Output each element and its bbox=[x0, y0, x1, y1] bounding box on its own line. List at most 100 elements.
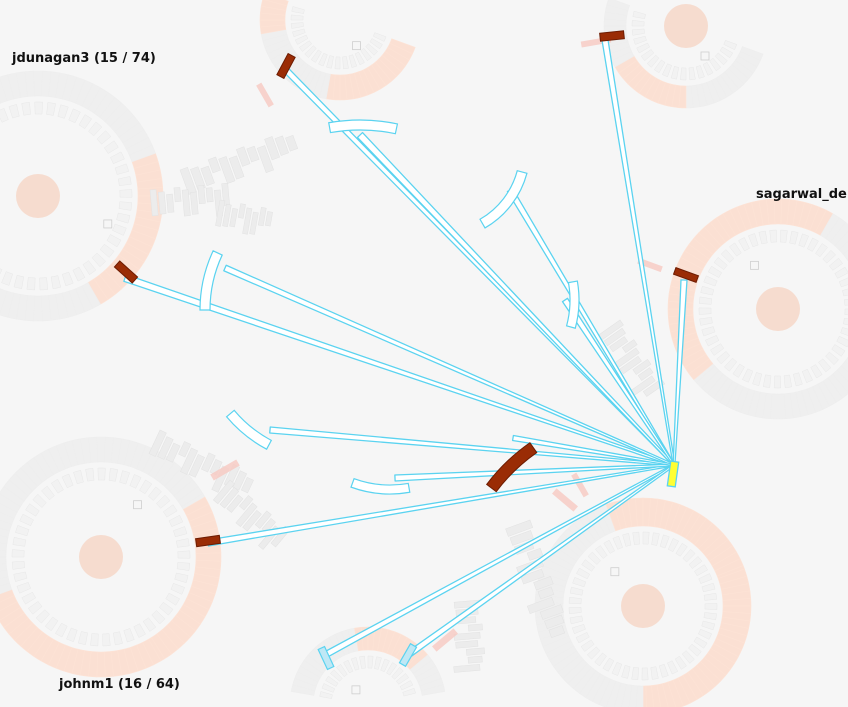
selected-segment-top-right[interactable] bbox=[599, 30, 625, 42]
inner-ring-segment bbox=[57, 104, 69, 119]
selected-segment-johnm1[interactable] bbox=[194, 534, 222, 548]
inner-ring-segment bbox=[732, 363, 745, 378]
node-core-circle bbox=[16, 174, 60, 218]
inner-ring-segment bbox=[73, 470, 84, 485]
inner-ring-segment bbox=[580, 639, 595, 652]
inner-ring-segment bbox=[35, 609, 50, 624]
bar-segment bbox=[285, 134, 299, 152]
node-core-circle bbox=[621, 584, 665, 628]
inner-ring-segment bbox=[16, 582, 31, 594]
inner-ring-segment bbox=[386, 662, 398, 676]
inner-ring-segment bbox=[102, 633, 111, 647]
link-to-left-small-arc[interactable] bbox=[269, 426, 675, 467]
inner-ring-segment bbox=[670, 66, 679, 80]
node-label-sagarwal[interactable]: sagarwal_de bbox=[756, 187, 847, 202]
bar-segment bbox=[526, 596, 555, 614]
endcap-bottom-mid[interactable] bbox=[398, 642, 418, 668]
selected-center-arc[interactable] bbox=[485, 442, 538, 493]
pink-wedge bbox=[571, 472, 589, 498]
inner-ring-segment bbox=[342, 56, 349, 70]
inner-ring-segment bbox=[675, 542, 688, 557]
bar-segment bbox=[235, 502, 258, 527]
small-square-marker bbox=[133, 500, 142, 510]
inner-ring-segment bbox=[119, 189, 133, 198]
inner-ring-segment bbox=[611, 661, 623, 676]
node-core-circle bbox=[664, 4, 708, 48]
bar-segment bbox=[165, 442, 181, 463]
bar-segment bbox=[257, 207, 267, 227]
inner-ring-segment bbox=[299, 40, 313, 52]
bar-segment bbox=[242, 207, 253, 235]
bar-segment bbox=[526, 547, 544, 561]
inner-ring-segment bbox=[148, 486, 162, 501]
inner-ring-segment bbox=[703, 612, 717, 621]
inner-ring-segment bbox=[698, 296, 713, 305]
inner-ring-segment bbox=[367, 655, 374, 669]
inner-ring-segment bbox=[569, 615, 584, 625]
inner-ring-segment bbox=[674, 655, 687, 670]
bar-group bbox=[148, 429, 254, 494]
node-label-johnm1[interactable]: johnm1 (16 / 64) bbox=[59, 677, 180, 692]
inner-ring-segment bbox=[32, 493, 47, 508]
inner-ring-segment bbox=[703, 592, 717, 601]
inner-ring-segment bbox=[158, 601, 174, 616]
ring-segment bbox=[33, 70, 43, 97]
bar-segment bbox=[226, 494, 244, 513]
bar-segment bbox=[637, 367, 654, 381]
highlighted-hub-segment[interactable] bbox=[666, 460, 680, 488]
inner-ring-segment bbox=[586, 646, 601, 660]
bar-segment bbox=[242, 509, 262, 532]
inner-ring-segment bbox=[395, 673, 409, 685]
selected-segment-jdunagan3-left[interactable] bbox=[113, 260, 139, 284]
inner-ring-segment bbox=[97, 467, 106, 481]
inner-ring-segment bbox=[119, 470, 130, 485]
inner-ring-segment bbox=[801, 368, 813, 383]
bar-segment bbox=[212, 479, 235, 505]
bar-segment bbox=[509, 530, 534, 546]
inner-ring-segment bbox=[594, 652, 607, 667]
inner-ring-segment bbox=[701, 620, 716, 631]
inner-ring-segment bbox=[350, 657, 360, 671]
inner-ring-segment bbox=[114, 163, 130, 175]
inner-ring-segment bbox=[612, 535, 623, 550]
inner-ring-segment bbox=[622, 533, 632, 547]
selected-segment-jdunagan3-top[interactable] bbox=[276, 52, 296, 80]
inner-ring-segment bbox=[704, 603, 718, 610]
inner-ring-segment bbox=[304, 45, 317, 58]
node-label-jdunagan3[interactable]: jdunagan3 (15 / 74) bbox=[12, 51, 156, 66]
top-white-arc[interactable] bbox=[328, 119, 399, 135]
inner-ring-segment bbox=[658, 663, 669, 678]
inner-ring-segment bbox=[587, 551, 601, 565]
inner-ring-segment bbox=[681, 650, 695, 664]
bar-segment bbox=[249, 211, 259, 235]
inner-ring-segment bbox=[842, 288, 848, 297]
bar-segment bbox=[207, 156, 221, 174]
inner-ring-segment bbox=[701, 326, 716, 337]
endcap-bottom-left[interactable] bbox=[317, 645, 335, 671]
bar-segment bbox=[544, 614, 565, 629]
inner-ring-segment bbox=[319, 691, 333, 699]
selected-segment-sagarwal[interactable] bbox=[672, 266, 700, 284]
inner-ring-segment bbox=[118, 201, 133, 211]
bar-segment bbox=[173, 187, 182, 203]
upper-right-white-arc[interactable] bbox=[479, 169, 528, 229]
inner-ring-segment bbox=[46, 102, 56, 116]
left-lower-white-arc[interactable] bbox=[225, 409, 273, 451]
node-core-circle bbox=[756, 287, 800, 331]
bar-segment bbox=[533, 576, 554, 591]
lower-white-arc[interactable] bbox=[350, 477, 411, 495]
bar-segment bbox=[453, 631, 481, 641]
mid-white-arc[interactable] bbox=[565, 280, 580, 329]
inner-ring-segment bbox=[99, 243, 115, 258]
inner-ring-segment bbox=[173, 526, 188, 538]
inner-ring-segment bbox=[571, 624, 586, 635]
small-square-marker bbox=[610, 567, 620, 577]
inner-ring-segment bbox=[602, 657, 615, 672]
inner-ring-segment bbox=[15, 525, 30, 537]
inner-ring-segment bbox=[142, 617, 157, 632]
left-white-arc[interactable] bbox=[199, 250, 223, 311]
inner-ring-segment bbox=[50, 275, 62, 290]
inner-ring-segment bbox=[723, 357, 738, 372]
